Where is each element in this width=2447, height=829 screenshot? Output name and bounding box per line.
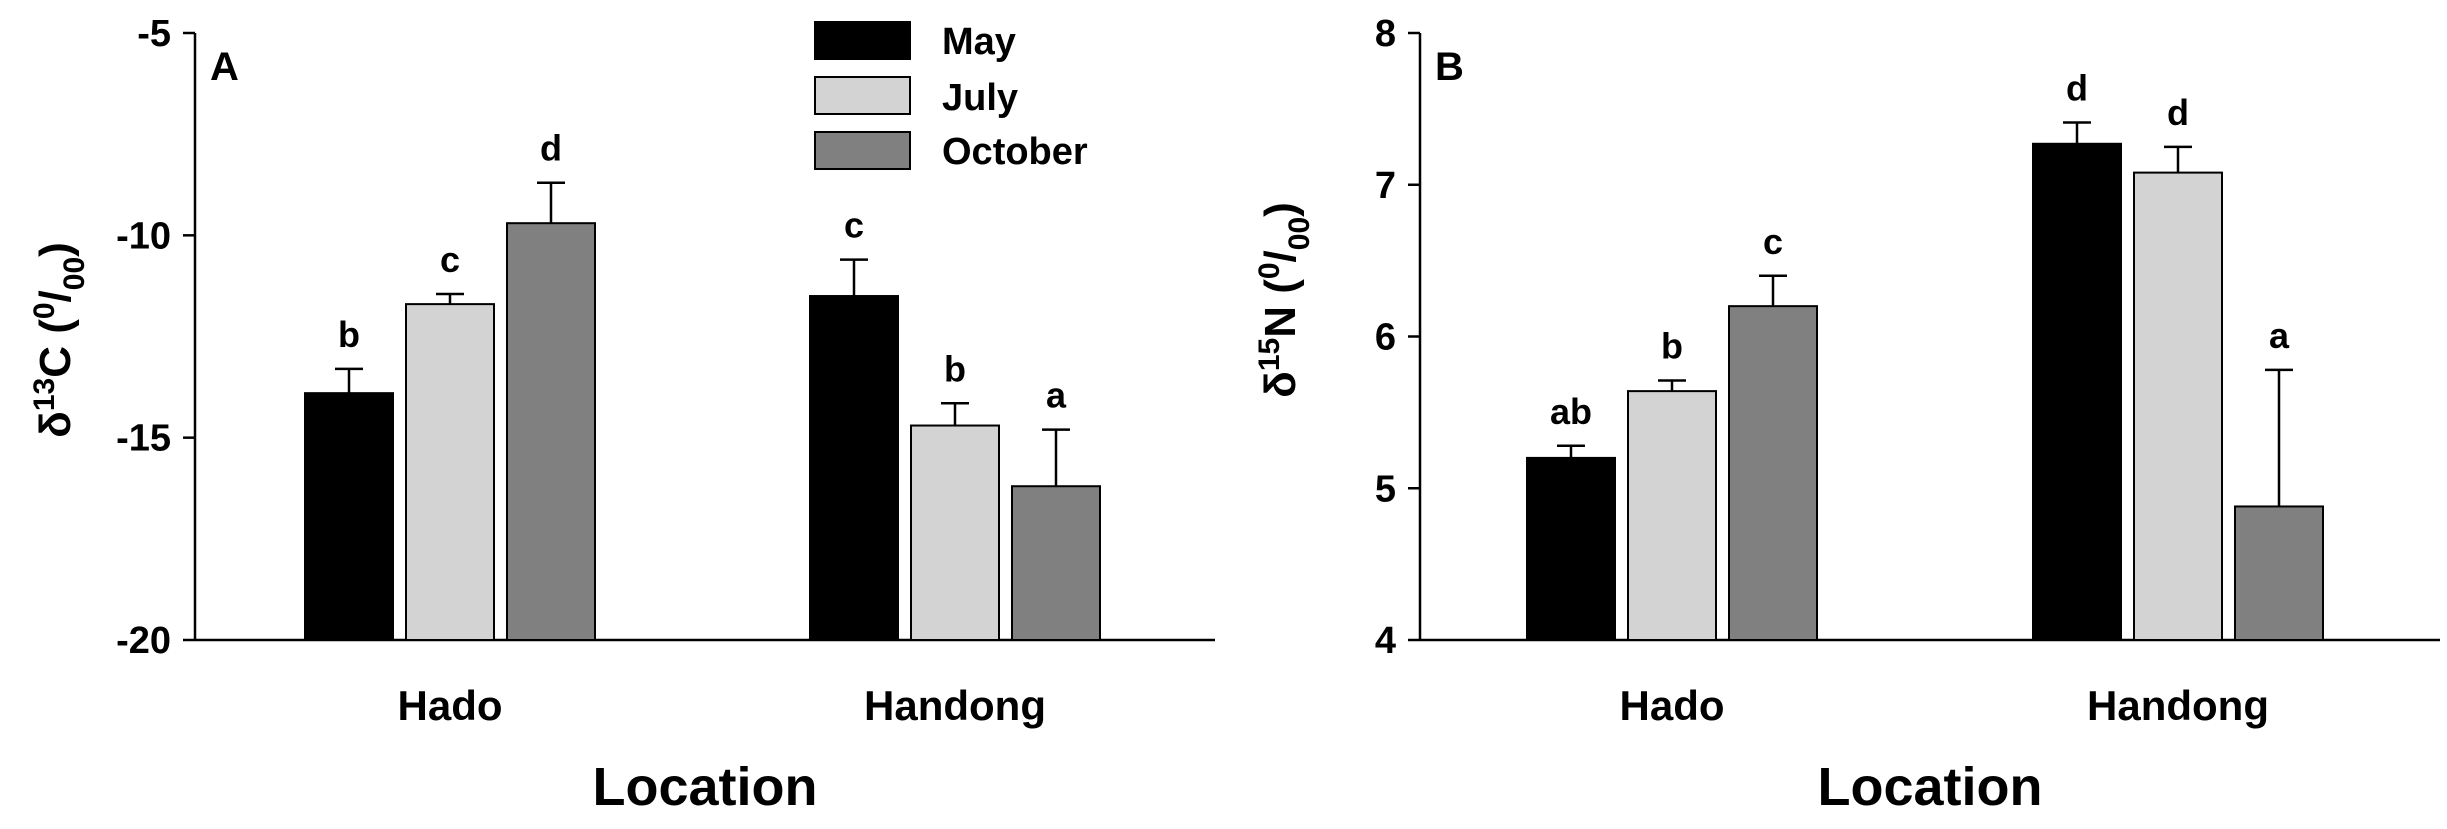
svg-text:δ15N (0/00): δ15N (0/00) bbox=[1253, 202, 1316, 398]
significance-label: a bbox=[1046, 375, 1067, 416]
y-axis-title-element: C ( bbox=[31, 319, 80, 378]
panel-b-chart: B δ15N (0/00) Location 4 5 6 7 8 Hado Handong a… bbox=[1253, 13, 2440, 817]
y-tick-label: -20 bbox=[116, 620, 171, 662]
bar-july-hado bbox=[1627, 390, 1717, 641]
y-tick-label: -5 bbox=[137, 13, 171, 55]
x-tick-label: Handong bbox=[2087, 682, 2269, 729]
panel-a-chart: A δ13C (0/00) Location -20 -15 -10 -5 Hado Ha… bbox=[28, 13, 1215, 817]
y-axis-title-unit-num: 0 bbox=[28, 302, 61, 319]
significance-label: b bbox=[944, 348, 966, 389]
significance-label: b bbox=[1661, 326, 1683, 367]
y-tick-label: 5 bbox=[1375, 468, 1396, 510]
y-tick-label: 8 bbox=[1375, 13, 1396, 55]
bar-july-hado bbox=[405, 303, 495, 641]
y-axis-title-isotope: 13 bbox=[28, 378, 61, 411]
y-tick-label: 6 bbox=[1375, 317, 1396, 359]
y-axis-title-unit-num: 0 bbox=[1253, 262, 1286, 279]
bar-may-handong bbox=[2032, 142, 2122, 641]
y-axis-title-unit-slash: / bbox=[31, 290, 80, 302]
x-tick-label: Handong bbox=[864, 682, 1046, 729]
significance-label: a bbox=[2269, 315, 2290, 356]
y-axis-title-delta: δ bbox=[1256, 371, 1305, 398]
x-tick-label: Hado bbox=[398, 682, 503, 729]
y-axis-title-unit-den: 00 bbox=[1283, 217, 1316, 250]
significance-label: d bbox=[2066, 68, 2088, 109]
panel-b-x-axis-title: Location bbox=[1818, 757, 2043, 817]
legend-label-october: October bbox=[942, 131, 1088, 173]
panel-a-y-axis-title: δ13C (0/00) bbox=[28, 242, 91, 438]
significance-label: c bbox=[844, 205, 864, 246]
significance-label: b bbox=[338, 314, 360, 355]
panel-b-letter: B bbox=[1435, 45, 1464, 89]
bar-may-handong bbox=[809, 295, 899, 641]
panel-b-y-axis-title: δ15N (0/00) bbox=[1253, 202, 1316, 398]
bar-july-handong bbox=[910, 424, 1000, 641]
y-tick-label: 7 bbox=[1375, 165, 1396, 207]
bar-october-hado bbox=[506, 222, 596, 641]
legend-label-july: July bbox=[942, 77, 1018, 119]
y-axis-title-delta: δ bbox=[31, 411, 80, 438]
bar-october-hado bbox=[1728, 305, 1818, 641]
y-axis-title-isotope: 15 bbox=[1253, 338, 1286, 371]
legend: May July October bbox=[814, 21, 1088, 173]
y-axis-title-unit-den: 00 bbox=[58, 257, 91, 290]
legend-label-may: May bbox=[942, 21, 1016, 63]
bar-october-handong bbox=[2234, 505, 2324, 641]
significance-label: ab bbox=[1550, 391, 1592, 432]
y-axis-title-unit-slash: / bbox=[1256, 250, 1305, 262]
y-axis-title-close: ) bbox=[1256, 202, 1305, 217]
x-tick-label: Hado bbox=[1620, 682, 1725, 729]
y-axis-title-close: ) bbox=[31, 242, 80, 257]
panel-a-x-axis-title: Location bbox=[593, 757, 818, 817]
panel-a-letter: A bbox=[210, 45, 239, 89]
legend-swatch-july bbox=[814, 76, 911, 115]
bar-may-hado bbox=[304, 392, 394, 641]
significance-label: c bbox=[1763, 221, 1783, 262]
significance-label: d bbox=[540, 128, 562, 169]
y-tick-label: -10 bbox=[116, 215, 171, 257]
bar-may-hado bbox=[1526, 456, 1616, 641]
legend-swatch-may bbox=[814, 21, 911, 60]
y-tick-label: -15 bbox=[116, 418, 171, 460]
y-axis-title-element: N ( bbox=[1256, 279, 1305, 338]
bar-october-handong bbox=[1011, 485, 1101, 641]
svg-text:δ13C (0/00): δ13C (0/00) bbox=[28, 242, 91, 438]
significance-label: c bbox=[440, 239, 460, 280]
legend-swatch-october bbox=[814, 131, 911, 170]
significance-label: d bbox=[2167, 92, 2189, 133]
y-tick-label: 4 bbox=[1375, 620, 1396, 662]
bar-july-handong bbox=[2133, 171, 2223, 642]
